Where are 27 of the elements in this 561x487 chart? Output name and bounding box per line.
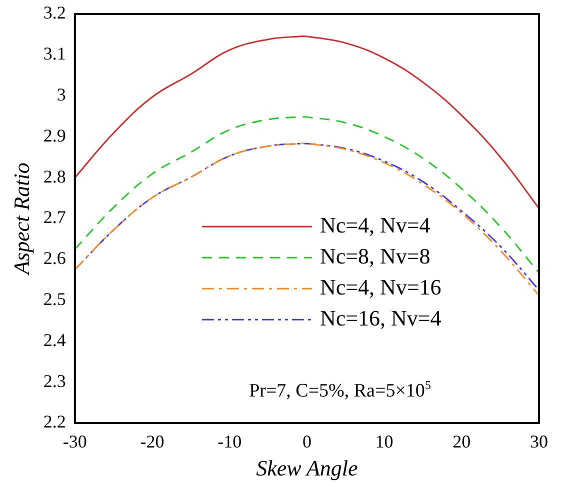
- x-tick-label: 0: [302, 432, 312, 452]
- x-tick-label: 30: [530, 432, 548, 452]
- line-series: [74, 116, 539, 274]
- y-tick-label: 2.2: [43, 412, 66, 432]
- y-tick-label: 3.1: [43, 44, 66, 64]
- y-tick-label: 2.8: [43, 166, 66, 186]
- legend-label: Nc=16, Nv=4: [320, 305, 442, 330]
- x-tick-label: -10: [218, 432, 242, 452]
- y-tick-label: 2.4: [43, 330, 66, 350]
- x-axis-title: Skew Angle: [256, 456, 358, 481]
- legend-label: Nc=8, Nv=8: [320, 243, 430, 268]
- y-tick-label: 2.3: [43, 370, 66, 391]
- y-tick-label: 2.5: [43, 289, 66, 310]
- legend-label: Nc=4, Nv=16: [320, 274, 442, 300]
- annotation: Pr=7, C=5%, Ra=5×10$^{5}$: [248, 378, 432, 402]
- y-tick-label: 2.9: [43, 125, 66, 146]
- line-series: [74, 36, 539, 210]
- y-axis-title: Aspect Ratio: [8, 162, 34, 276]
- y-tick-label: 2.6: [43, 248, 66, 268]
- legend-label: Nc=4, Nv=4: [320, 212, 430, 238]
- x-tick-label: 10: [375, 432, 394, 452]
- y-tick-label: 3: [56, 84, 66, 105]
- y-tick-label: 3.2: [43, 2, 66, 23]
- x-tick-label: -30: [62, 432, 87, 452]
- y-tick-label: 2.7: [43, 207, 66, 228]
- x-tick-label: 20: [452, 432, 471, 452]
- x-tick-label: -20: [140, 432, 164, 452]
